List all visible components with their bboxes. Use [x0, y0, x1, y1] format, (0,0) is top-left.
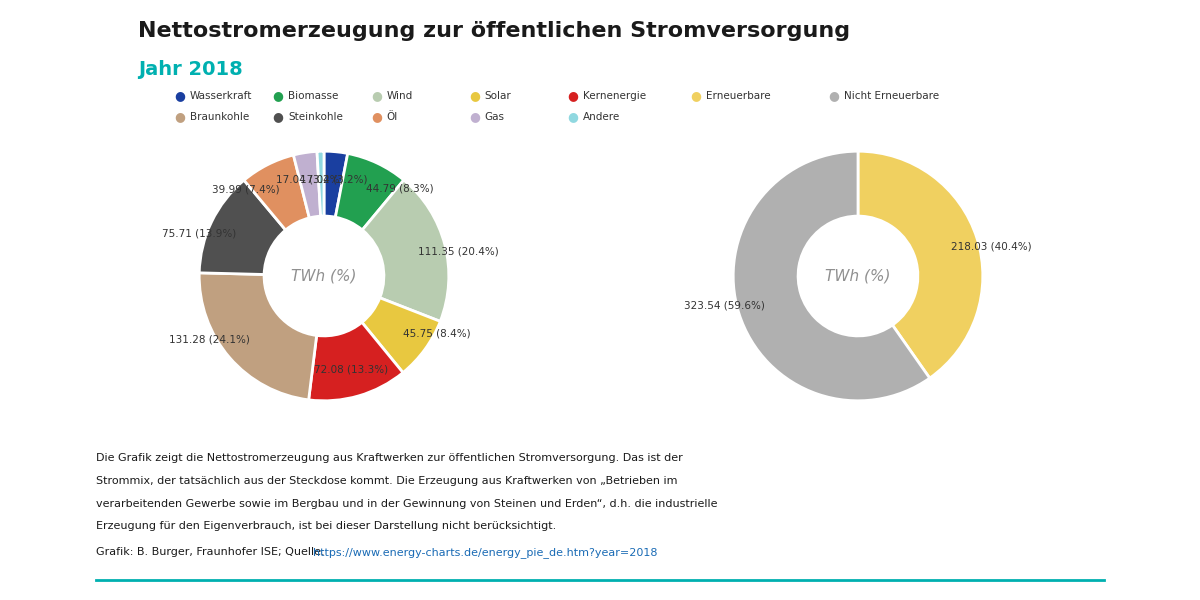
Wedge shape	[308, 322, 403, 401]
Text: ●: ●	[371, 110, 382, 124]
Text: ●: ●	[690, 89, 701, 103]
Text: ●: ●	[568, 89, 578, 103]
Text: Nicht Erneuerbare: Nicht Erneuerbare	[844, 91, 938, 101]
Text: Wind: Wind	[386, 91, 413, 101]
Text: Grafik: B. Burger, Fraunhofer ISE; Quelle:: Grafik: B. Burger, Fraunhofer ISE; Quell…	[96, 547, 328, 557]
Text: ●: ●	[828, 89, 839, 103]
Text: Kernenergie: Kernenergie	[583, 91, 647, 101]
Wedge shape	[294, 151, 320, 218]
Text: Andere: Andere	[583, 112, 620, 122]
Text: ●: ●	[174, 89, 185, 103]
Wedge shape	[244, 155, 310, 230]
Text: ●: ●	[272, 110, 283, 124]
Text: 44.79 (8.3%): 44.79 (8.3%)	[366, 183, 433, 193]
Text: verarbeitenden Gewerbe sowie im Bergbau und in der Gewinnung von Steinen und Erd: verarbeitenden Gewerbe sowie im Bergbau …	[96, 499, 718, 509]
Text: Braunkohle: Braunkohle	[190, 112, 248, 122]
Text: Wasserkraft: Wasserkraft	[190, 91, 252, 101]
Text: 75.71 (13.9%): 75.71 (13.9%)	[162, 229, 236, 239]
Text: ●: ●	[371, 89, 382, 103]
Text: ●: ●	[568, 110, 578, 124]
Text: Nettostromerzeugung zur öffentlichen Stromversorgung: Nettostromerzeugung zur öffentlichen Str…	[138, 21, 850, 41]
Text: ●: ●	[272, 89, 283, 103]
Text: ●: ●	[469, 89, 480, 103]
Text: Biomasse: Biomasse	[288, 91, 338, 101]
Text: Solar: Solar	[485, 91, 511, 101]
Text: 131.28 (24.1%): 131.28 (24.1%)	[169, 335, 251, 344]
Wedge shape	[324, 151, 348, 217]
Text: 45.75 (8.4%): 45.75 (8.4%)	[403, 328, 470, 338]
Text: https://www.energy-charts.de/energy_pie_de.htm?year=2018: https://www.energy-charts.de/energy_pie_…	[313, 547, 658, 558]
Text: TWh (%): TWh (%)	[292, 269, 356, 283]
Wedge shape	[733, 151, 930, 401]
Wedge shape	[362, 180, 449, 322]
Text: 72.08 (13.3%): 72.08 (13.3%)	[314, 365, 388, 374]
Text: 17.04 (3.2%): 17.04 (3.2%)	[276, 175, 343, 185]
Text: 323.54 (59.6%): 323.54 (59.6%)	[684, 301, 766, 310]
Text: 111.35 (20.4%): 111.35 (20.4%)	[419, 247, 499, 257]
Text: 218.03 (40.4%): 218.03 (40.4%)	[950, 242, 1032, 251]
Text: Strommix, der tatsächlich aus der Steckdose kommt. Die Erzeugung aus Kraftwerken: Strommix, der tatsächlich aus der Steckd…	[96, 476, 678, 486]
Wedge shape	[317, 151, 324, 216]
Text: Gas: Gas	[485, 112, 505, 122]
Text: Erneuerbare: Erneuerbare	[706, 91, 770, 101]
Wedge shape	[362, 298, 440, 373]
Wedge shape	[858, 151, 983, 378]
Text: ●: ●	[469, 110, 480, 124]
Wedge shape	[199, 273, 317, 400]
Text: Öl: Öl	[386, 112, 397, 122]
Text: ●: ●	[174, 110, 185, 124]
Text: 17.04 (3.2%): 17.04 (3.2%)	[300, 174, 367, 184]
Wedge shape	[335, 154, 403, 230]
Text: 39.99 (7.4%): 39.99 (7.4%)	[212, 184, 280, 194]
Wedge shape	[199, 180, 286, 274]
Text: Steinkohle: Steinkohle	[288, 112, 343, 122]
Text: Erzeugung für den Eigenverbrauch, ist bei dieser Darstellung nicht berücksichtig: Erzeugung für den Eigenverbrauch, ist be…	[96, 521, 557, 532]
Text: Jahr 2018: Jahr 2018	[138, 60, 242, 79]
Text: Die Grafik zeigt die Nettostromerzeugung aus Kraftwerken zur öffentlichen Stromv: Die Grafik zeigt die Nettostromerzeugung…	[96, 453, 683, 463]
Text: TWh (%): TWh (%)	[826, 269, 890, 283]
